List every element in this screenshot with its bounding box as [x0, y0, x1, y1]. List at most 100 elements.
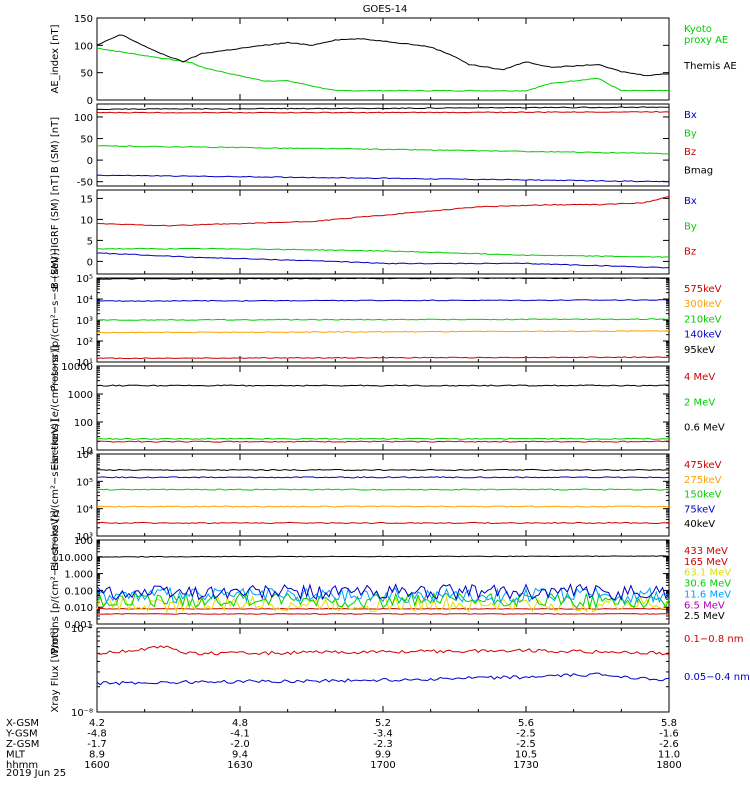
series-line-bmag — [96, 106, 669, 111]
x-row-value: 4.8 — [232, 718, 248, 729]
y-axis-label: Electrons [e/(cm²−s−sr−keV)] — [50, 419, 61, 571]
legend-label-line: 300keV — [684, 299, 722, 310]
series-line-30-6-mev — [96, 592, 670, 610]
y-tick-label: 0 — [87, 257, 93, 268]
y-tick-label: -50 — [77, 178, 93, 189]
series-line-by — [96, 145, 670, 155]
legend-label: 0.05−0.4 nm — [684, 672, 750, 683]
legend-label: 63.1 MeV — [684, 568, 731, 579]
legend-label: 475keV — [684, 460, 722, 471]
x-row-value: -4.1 — [230, 729, 250, 740]
legend-label-line: 4 MeV — [684, 372, 715, 383]
legend-label: 0.6 MeV — [684, 423, 725, 434]
x-row-value: -4.8 — [87, 729, 107, 740]
legend-label-line: By — [684, 129, 697, 140]
series-line-by — [96, 247, 670, 258]
panel-0: 0 50 100 150 AE_index [nT] Kyoto proxy AE Themi… — [50, 14, 737, 107]
y-tick-label: 100 — [74, 41, 93, 52]
legend-label: Bx — [684, 196, 697, 207]
panel-5: 10³ 10⁴ 10⁵ 10⁶ Electrons [e/(cm²−s−sr−keV)]… — [50, 419, 722, 571]
y-tick-label: 10⁴ — [76, 295, 93, 306]
legend-label-line: 575keV — [684, 284, 722, 295]
y-tick-label: 0 — [87, 156, 93, 167]
legend-label-line: 150keV — [684, 490, 722, 501]
series-line-bz — [96, 195, 670, 227]
series-line-bx — [96, 252, 670, 269]
y-tick-label: 5 — [87, 236, 93, 247]
legend-label: 4 MeV — [684, 372, 715, 383]
series-line-6-5-mev — [96, 583, 670, 601]
x-row-value: -2.0 — [230, 739, 250, 750]
x-row-value: -1.7 — [87, 739, 107, 750]
y-tick-label: 0.100 — [64, 586, 93, 597]
legend-label-line: Bz — [684, 147, 696, 158]
legend-label-line: Bmag — [684, 166, 713, 177]
x-row-name: MLT — [6, 750, 26, 761]
legend-label: By — [684, 221, 697, 232]
series-line-300kev — [96, 330, 670, 334]
series-line-75kev — [96, 476, 670, 479]
y-tick-label: 0 — [87, 96, 93, 107]
series-line-0-1-0-8-nm — [96, 645, 670, 656]
legend-label-line: 433 MeV — [684, 546, 728, 557]
y-tick-label: 0.010 — [64, 603, 93, 614]
legend-label-line: 0.05−0.4 nm — [684, 672, 750, 683]
series-line-bx — [96, 174, 670, 183]
legend-label-line: 6.5 MeV — [684, 600, 725, 611]
x-row-value: 11.0 — [658, 750, 680, 761]
panel-6: 0.001 0.010 0.100 1.000 10.000 100 Protons [p/… — [50, 510, 731, 653]
legend-label: 140keV — [684, 330, 722, 341]
legend-label-line: 2 MeV — [684, 397, 715, 408]
y-axis-label: B (SM)−IGRF (SM) [nT] — [50, 175, 61, 289]
legend-label-line: 210keV — [684, 314, 722, 325]
legend-label-line: 0.6 MeV — [684, 423, 725, 434]
panel-frame — [96, 627, 670, 713]
y-tick-label: 50 — [80, 135, 93, 146]
y-tick-label: 100 — [74, 418, 93, 429]
x-row-value: -3.4 — [373, 729, 393, 740]
legend-label-line: 95keV — [684, 345, 715, 356]
series-line-475kev — [96, 521, 670, 525]
legend-label-line: 2.5 MeV — [684, 611, 725, 622]
x-row-name: Z-GSM — [6, 739, 39, 750]
legend-label: 11.6 MeV — [684, 589, 731, 600]
y-tick-label: 10⁻⁸ — [71, 708, 93, 719]
legend-label: By — [684, 129, 697, 140]
y-axis-label: Protons [p/(cm²−s−sr−keV)] — [50, 510, 61, 653]
legend-label: 433 MeV — [684, 546, 728, 557]
y-axis-label: Xray Flux [W/m²] — [50, 627, 61, 712]
panel-frame — [96, 17, 670, 101]
x-row-value: 1700 — [370, 760, 395, 771]
series-line-40kev — [96, 468, 670, 472]
x-row-name: Y-GSM — [5, 729, 38, 740]
y-axis-label: AE_index [nT] — [50, 24, 61, 93]
y-tick-label: 10⁵ — [76, 274, 93, 285]
legend-label: 2.5 MeV — [684, 611, 725, 622]
y-tick-label: 1.000 — [64, 570, 93, 581]
series-line-themis-ae — [96, 34, 670, 77]
series-line-kyoto-proxy-ae — [96, 47, 670, 92]
y-tick-label: 10⁴ — [76, 505, 93, 516]
legend-label-line: 30.6 MeV — [684, 579, 731, 590]
legend-label: 210keV — [684, 314, 722, 325]
series-line-63-1-mev — [96, 594, 670, 614]
y-tick-label: 10² — [76, 337, 93, 348]
y-tick-label: 10 — [80, 446, 93, 457]
x-row-value: -2.5 — [516, 739, 536, 750]
x-row-value: 1630 — [227, 760, 252, 771]
legend-label-line: 475keV — [684, 460, 722, 471]
x-row-value: -2.6 — [659, 739, 679, 750]
legend-label: 275keV — [684, 475, 722, 486]
series-line-275kev — [96, 505, 670, 508]
legend-label: 2 MeV — [684, 397, 715, 408]
x-row-value: 1730 — [513, 760, 538, 771]
y-axis-label: Electrons [e/(cm²−s−sr)] — [50, 345, 61, 470]
y-tick-label: 10000 — [61, 362, 93, 373]
legend-label-line: proxy AE — [684, 35, 728, 46]
legend-label-line: 140keV — [684, 330, 722, 341]
legend-label-line: 165 MeV — [684, 557, 728, 568]
x-row-name: X-GSM — [6, 718, 39, 729]
y-tick-label: 100 — [74, 536, 93, 547]
series-line-0-6-mev — [96, 384, 670, 387]
legend-label: 165 MeV — [684, 557, 728, 568]
